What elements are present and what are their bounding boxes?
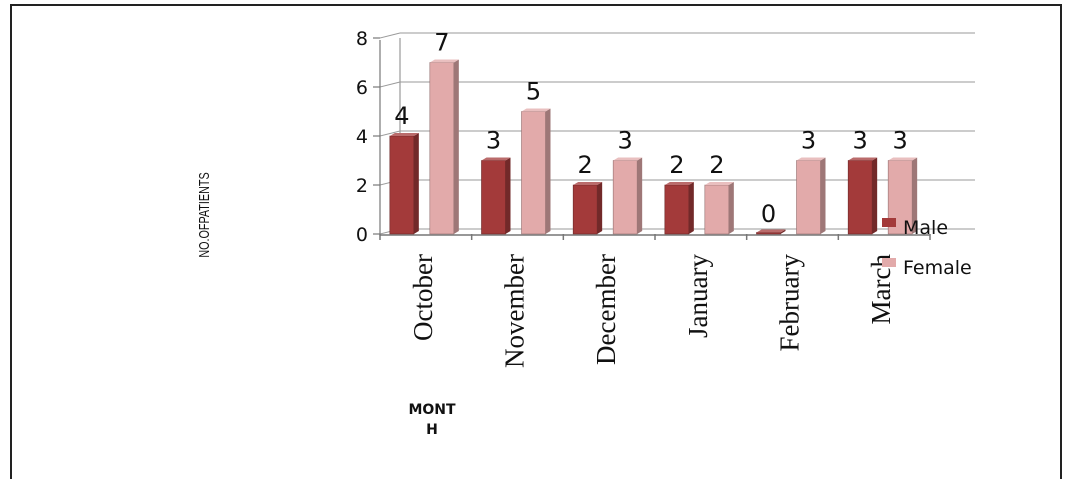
bar-male-december <box>572 182 603 235</box>
y-tick-label: 2 <box>356 175 368 197</box>
bar-male-november <box>481 157 511 235</box>
gridline-side <box>379 32 401 39</box>
y-tick-label: 6 <box>356 77 368 99</box>
data-label: 3 <box>486 127 501 155</box>
bar-female-december <box>612 157 643 235</box>
data-label: 2 <box>669 151 684 179</box>
bars <box>389 59 918 235</box>
legend: Male Female <box>882 217 972 279</box>
bar-female-october <box>429 59 459 235</box>
gridline-side <box>379 81 401 88</box>
category-labels: October November December January February Ma… <box>408 254 896 368</box>
data-label: 2 <box>578 151 593 179</box>
bar-female-march <box>887 157 918 235</box>
y-tick-label: 8 <box>356 28 368 50</box>
x-tick-label: January <box>683 254 713 338</box>
legend-label: Male <box>903 217 948 239</box>
legend-swatch <box>882 218 896 227</box>
y-axis-label: NO.OFPATIENTS <box>195 172 212 257</box>
legend-label: Female <box>903 257 972 279</box>
x-tick-label: February <box>775 254 805 352</box>
data-label: 2 <box>709 151 724 179</box>
legend-swatch <box>882 258 896 267</box>
chart-frame <box>10 4 1062 479</box>
data-label: 3 <box>801 127 816 155</box>
bar-male-october <box>389 133 419 235</box>
x-tick-label: November <box>500 254 530 368</box>
data-label: 0 <box>761 200 776 228</box>
gridline-side <box>379 130 401 137</box>
bar-male-january <box>664 182 694 235</box>
data-label: 3 <box>618 127 633 155</box>
data-label: 3 <box>853 127 868 155</box>
y-axis-ticks: 0 2 4 6 8 <box>356 28 380 246</box>
x-tick-label: December <box>591 254 621 365</box>
x-axis-label: MONT H <box>408 402 456 438</box>
legend-item-male: Male <box>882 217 948 239</box>
bar-female-january <box>704 182 734 235</box>
bar-male-february <box>756 229 786 235</box>
data-label: 4 <box>394 102 409 130</box>
x-tick-label: October <box>408 254 438 341</box>
data-label: 5 <box>526 78 541 106</box>
bar-female-november <box>521 108 551 235</box>
y-tick-label: 0 <box>356 224 368 246</box>
data-label: 7 <box>434 29 449 57</box>
bar-male-march <box>847 157 878 235</box>
data-label: 3 <box>893 127 908 155</box>
bar-female-february <box>796 157 826 235</box>
legend-item-female: Female <box>882 257 972 279</box>
y-tick-label: 4 <box>356 126 368 148</box>
